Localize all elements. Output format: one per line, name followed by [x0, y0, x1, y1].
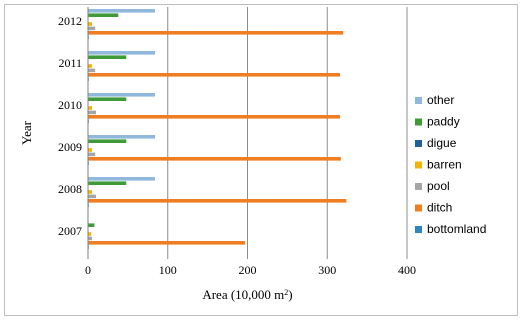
chart-frame: 2007 2008 2009 2010 2011 2012 0 100 200 300 400 A…	[4, 4, 518, 316]
x-tick-label: 400	[398, 263, 416, 277]
legend-label-barren: barren	[427, 158, 462, 172]
legend-swatch-barren	[415, 161, 422, 169]
bar-paddy-2011	[88, 55, 127, 59]
bar-pool-2007	[88, 236, 92, 241]
bar-other-2012	[88, 9, 155, 13]
bar-barren-2008	[88, 190, 92, 194]
bars	[88, 9, 347, 249]
legend-label-other: other	[427, 93, 454, 107]
y-tick-label: 2011	[58, 56, 82, 70]
x-tick-label: 300	[318, 263, 336, 277]
y-tick-label: 2007	[58, 224, 82, 238]
bar-paddy-2007	[88, 223, 95, 227]
bar-barren-2010	[88, 106, 92, 110]
legend-swatch-other	[415, 97, 422, 104]
y-tick-label: 2012	[58, 14, 82, 28]
bar-ditch-2008	[88, 199, 347, 203]
bar-pool-2009	[88, 152, 96, 157]
y-tick-label: 2009	[58, 140, 82, 154]
gridlines	[167, 7, 408, 259]
x-tick-label: 100	[159, 263, 177, 277]
legend-swatch-ditch	[415, 204, 422, 212]
x-tick-label: 0	[85, 263, 91, 277]
bar-other-2008	[88, 177, 155, 181]
bar-barren-2009	[88, 148, 92, 152]
legend-label-bottomland: bottomland	[427, 222, 486, 236]
bar-pool-2012	[88, 26, 96, 31]
y-tick-label: 2010	[58, 98, 82, 112]
x-tick-labels: 0 100 200 300 400	[85, 263, 416, 277]
bar-ditch-2012	[88, 31, 344, 35]
bar-pool-2008	[88, 194, 96, 199]
bar-pool-2010	[88, 110, 96, 115]
bar-other-2011	[88, 51, 155, 55]
bar-paddy-2012	[88, 13, 119, 17]
y-tick-label: 2008	[58, 182, 82, 196]
bar-paddy-2009	[88, 139, 127, 143]
legend-swatch-digue	[415, 140, 422, 147]
bar-ditch-2010	[88, 115, 341, 119]
x-axis-title: Area (10,000 m2)	[202, 287, 292, 302]
bar-ditch-2009	[88, 157, 341, 161]
legend-swatch-bottomland	[415, 226, 422, 233]
bar-barren-2011	[88, 64, 92, 68]
bar-other-2009	[88, 135, 155, 139]
legend-label-pool: pool	[427, 179, 450, 193]
bar-barren-2007	[88, 232, 92, 236]
bar-ditch-2007	[88, 241, 246, 245]
x-tick-label: 200	[239, 263, 257, 277]
bar-other-2010	[88, 93, 155, 97]
bar-chart: 2007 2008 2009 2010 2011 2012 0 100 200 300 400 A…	[19, 7, 486, 302]
bar-paddy-2010	[88, 97, 127, 101]
legend-label-digue: digue	[427, 136, 457, 150]
bar-paddy-2008	[88, 181, 127, 185]
legend-swatch-paddy	[415, 118, 422, 126]
bar-barren-2012	[88, 22, 92, 26]
y-tick-labels: 2007 2008 2009 2010 2011 2012	[58, 14, 82, 238]
legend-swatch-pool	[415, 183, 422, 190]
bar-ditch-2011	[88, 73, 341, 77]
legend-label-paddy: paddy	[427, 115, 460, 129]
legend: other paddy digue barren pool ditch bottomland	[415, 93, 486, 236]
bar-pool-2011	[88, 68, 96, 73]
y-axis-title: Year	[19, 120, 34, 145]
legend-label-ditch: ditch	[427, 201, 452, 215]
